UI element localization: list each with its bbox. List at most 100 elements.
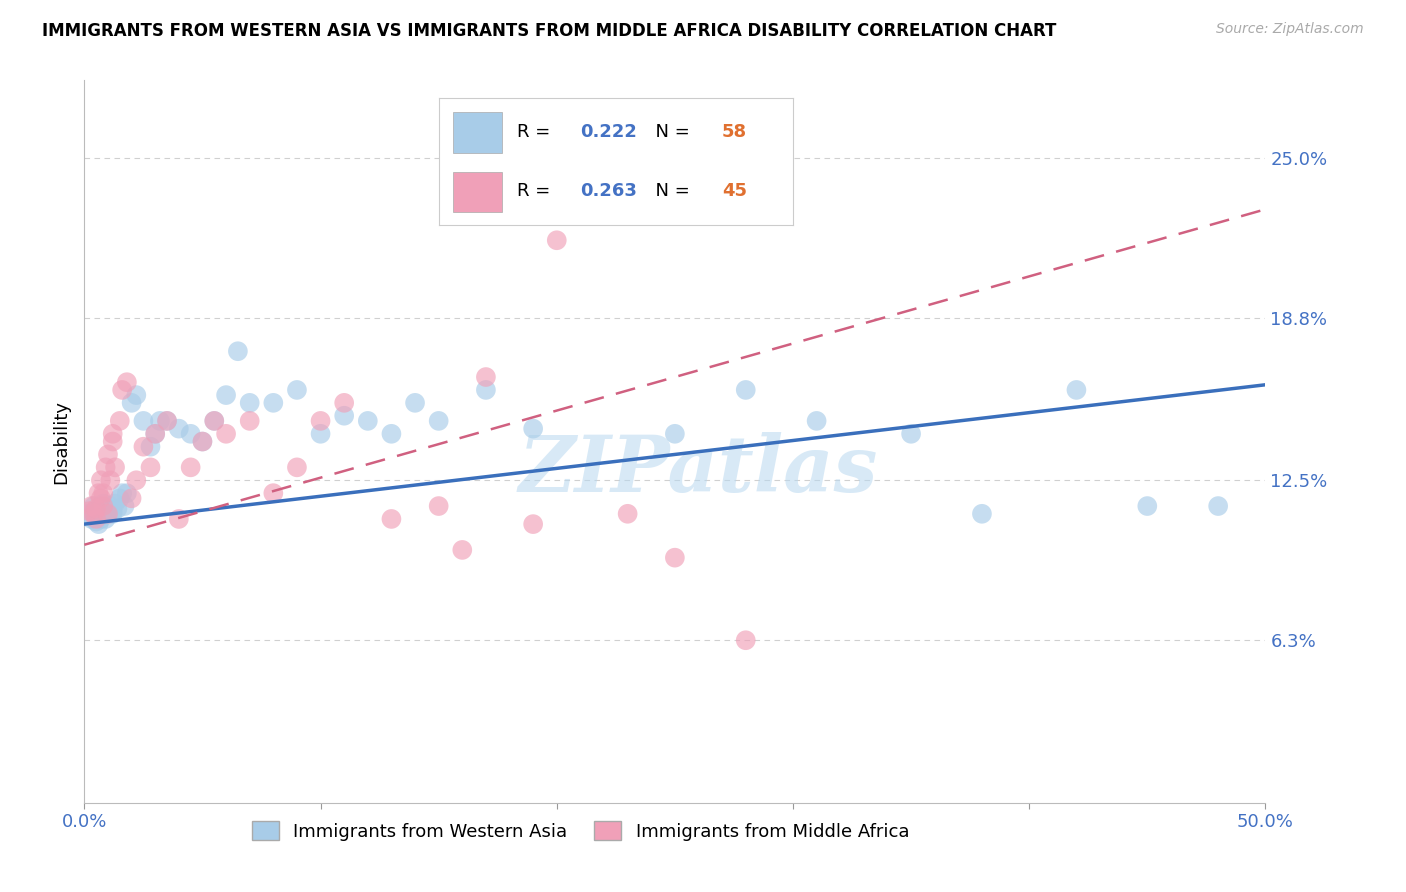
Point bbox=[77, 504, 100, 518]
Point bbox=[83, 507, 105, 521]
Point bbox=[90, 499, 112, 513]
Point bbox=[143, 426, 166, 441]
Point bbox=[101, 434, 124, 449]
Point bbox=[546, 233, 568, 247]
Point bbox=[475, 383, 498, 397]
Point bbox=[664, 426, 686, 441]
Point bbox=[139, 460, 162, 475]
Legend: Immigrants from Western Asia, Immigrants from Middle Africa: Immigrants from Western Asia, Immigrants… bbox=[245, 814, 917, 848]
Point bbox=[83, 504, 105, 518]
Text: ZIPatlas: ZIPatlas bbox=[519, 433, 879, 508]
Point bbox=[125, 473, 148, 487]
Point bbox=[91, 496, 114, 510]
Point bbox=[970, 507, 993, 521]
Point bbox=[239, 396, 262, 410]
Text: IMMIGRANTS FROM WESTERN ASIA VS IMMIGRANTS FROM MIDDLE AFRICA DISABILITY CORRELA: IMMIGRANTS FROM WESTERN ASIA VS IMMIGRAN… bbox=[42, 22, 1056, 40]
Point bbox=[121, 396, 143, 410]
Point bbox=[616, 507, 638, 521]
Point bbox=[107, 501, 129, 516]
Point bbox=[333, 409, 356, 423]
Point bbox=[239, 414, 262, 428]
Point bbox=[285, 460, 308, 475]
Point bbox=[900, 426, 922, 441]
Point bbox=[143, 426, 166, 441]
Point bbox=[226, 344, 249, 359]
Point bbox=[121, 491, 143, 506]
Point bbox=[734, 383, 756, 397]
Point bbox=[380, 426, 402, 441]
Point bbox=[309, 414, 332, 428]
Point bbox=[77, 507, 100, 521]
Point bbox=[1136, 499, 1159, 513]
Text: Source: ZipAtlas.com: Source: ZipAtlas.com bbox=[1216, 22, 1364, 37]
Point bbox=[149, 414, 172, 428]
Point bbox=[262, 396, 284, 410]
Point bbox=[115, 375, 138, 389]
Point bbox=[664, 550, 686, 565]
Point bbox=[104, 496, 127, 510]
Point bbox=[427, 499, 450, 513]
Point bbox=[84, 501, 107, 516]
Point bbox=[90, 512, 112, 526]
Point bbox=[522, 517, 544, 532]
Point bbox=[104, 460, 127, 475]
Point bbox=[427, 414, 450, 428]
Point bbox=[87, 517, 110, 532]
Point bbox=[101, 504, 124, 518]
Point bbox=[191, 434, 214, 449]
Point bbox=[108, 414, 131, 428]
Point bbox=[91, 499, 114, 513]
Point bbox=[522, 422, 544, 436]
Point bbox=[180, 426, 202, 441]
Point bbox=[87, 486, 110, 500]
Point bbox=[202, 414, 225, 428]
Point bbox=[309, 426, 332, 441]
Point bbox=[215, 388, 238, 402]
Point bbox=[734, 633, 756, 648]
Point bbox=[97, 507, 120, 521]
Point bbox=[156, 414, 179, 428]
Point bbox=[84, 512, 107, 526]
Y-axis label: Disability: Disability bbox=[52, 400, 70, 483]
Point bbox=[132, 440, 155, 454]
Point bbox=[167, 422, 190, 436]
Point bbox=[115, 486, 138, 500]
Point bbox=[84, 515, 107, 529]
Point bbox=[90, 491, 112, 506]
Point bbox=[90, 507, 112, 521]
Point bbox=[333, 396, 356, 410]
Point bbox=[80, 499, 103, 513]
Point bbox=[380, 512, 402, 526]
Point bbox=[125, 388, 148, 402]
Point bbox=[101, 507, 124, 521]
Point bbox=[98, 473, 121, 487]
Point bbox=[262, 486, 284, 500]
Point bbox=[108, 491, 131, 506]
Point bbox=[84, 509, 107, 524]
Point bbox=[132, 414, 155, 428]
Point bbox=[156, 414, 179, 428]
Point bbox=[451, 542, 474, 557]
Point bbox=[285, 383, 308, 397]
Point bbox=[97, 507, 120, 521]
Point bbox=[90, 473, 112, 487]
Point bbox=[97, 501, 120, 516]
Point bbox=[202, 414, 225, 428]
Point bbox=[167, 512, 190, 526]
Point bbox=[139, 440, 162, 454]
Point bbox=[94, 460, 117, 475]
Point bbox=[111, 486, 134, 500]
Point bbox=[475, 370, 498, 384]
Point bbox=[91, 504, 114, 518]
Point bbox=[1206, 499, 1229, 513]
Point bbox=[404, 396, 426, 410]
Point bbox=[101, 426, 124, 441]
Point bbox=[111, 383, 134, 397]
Point bbox=[97, 447, 120, 461]
Point bbox=[87, 507, 110, 521]
Point bbox=[80, 512, 103, 526]
Point bbox=[98, 499, 121, 513]
Point bbox=[191, 434, 214, 449]
Point bbox=[91, 486, 114, 500]
Point bbox=[94, 507, 117, 521]
